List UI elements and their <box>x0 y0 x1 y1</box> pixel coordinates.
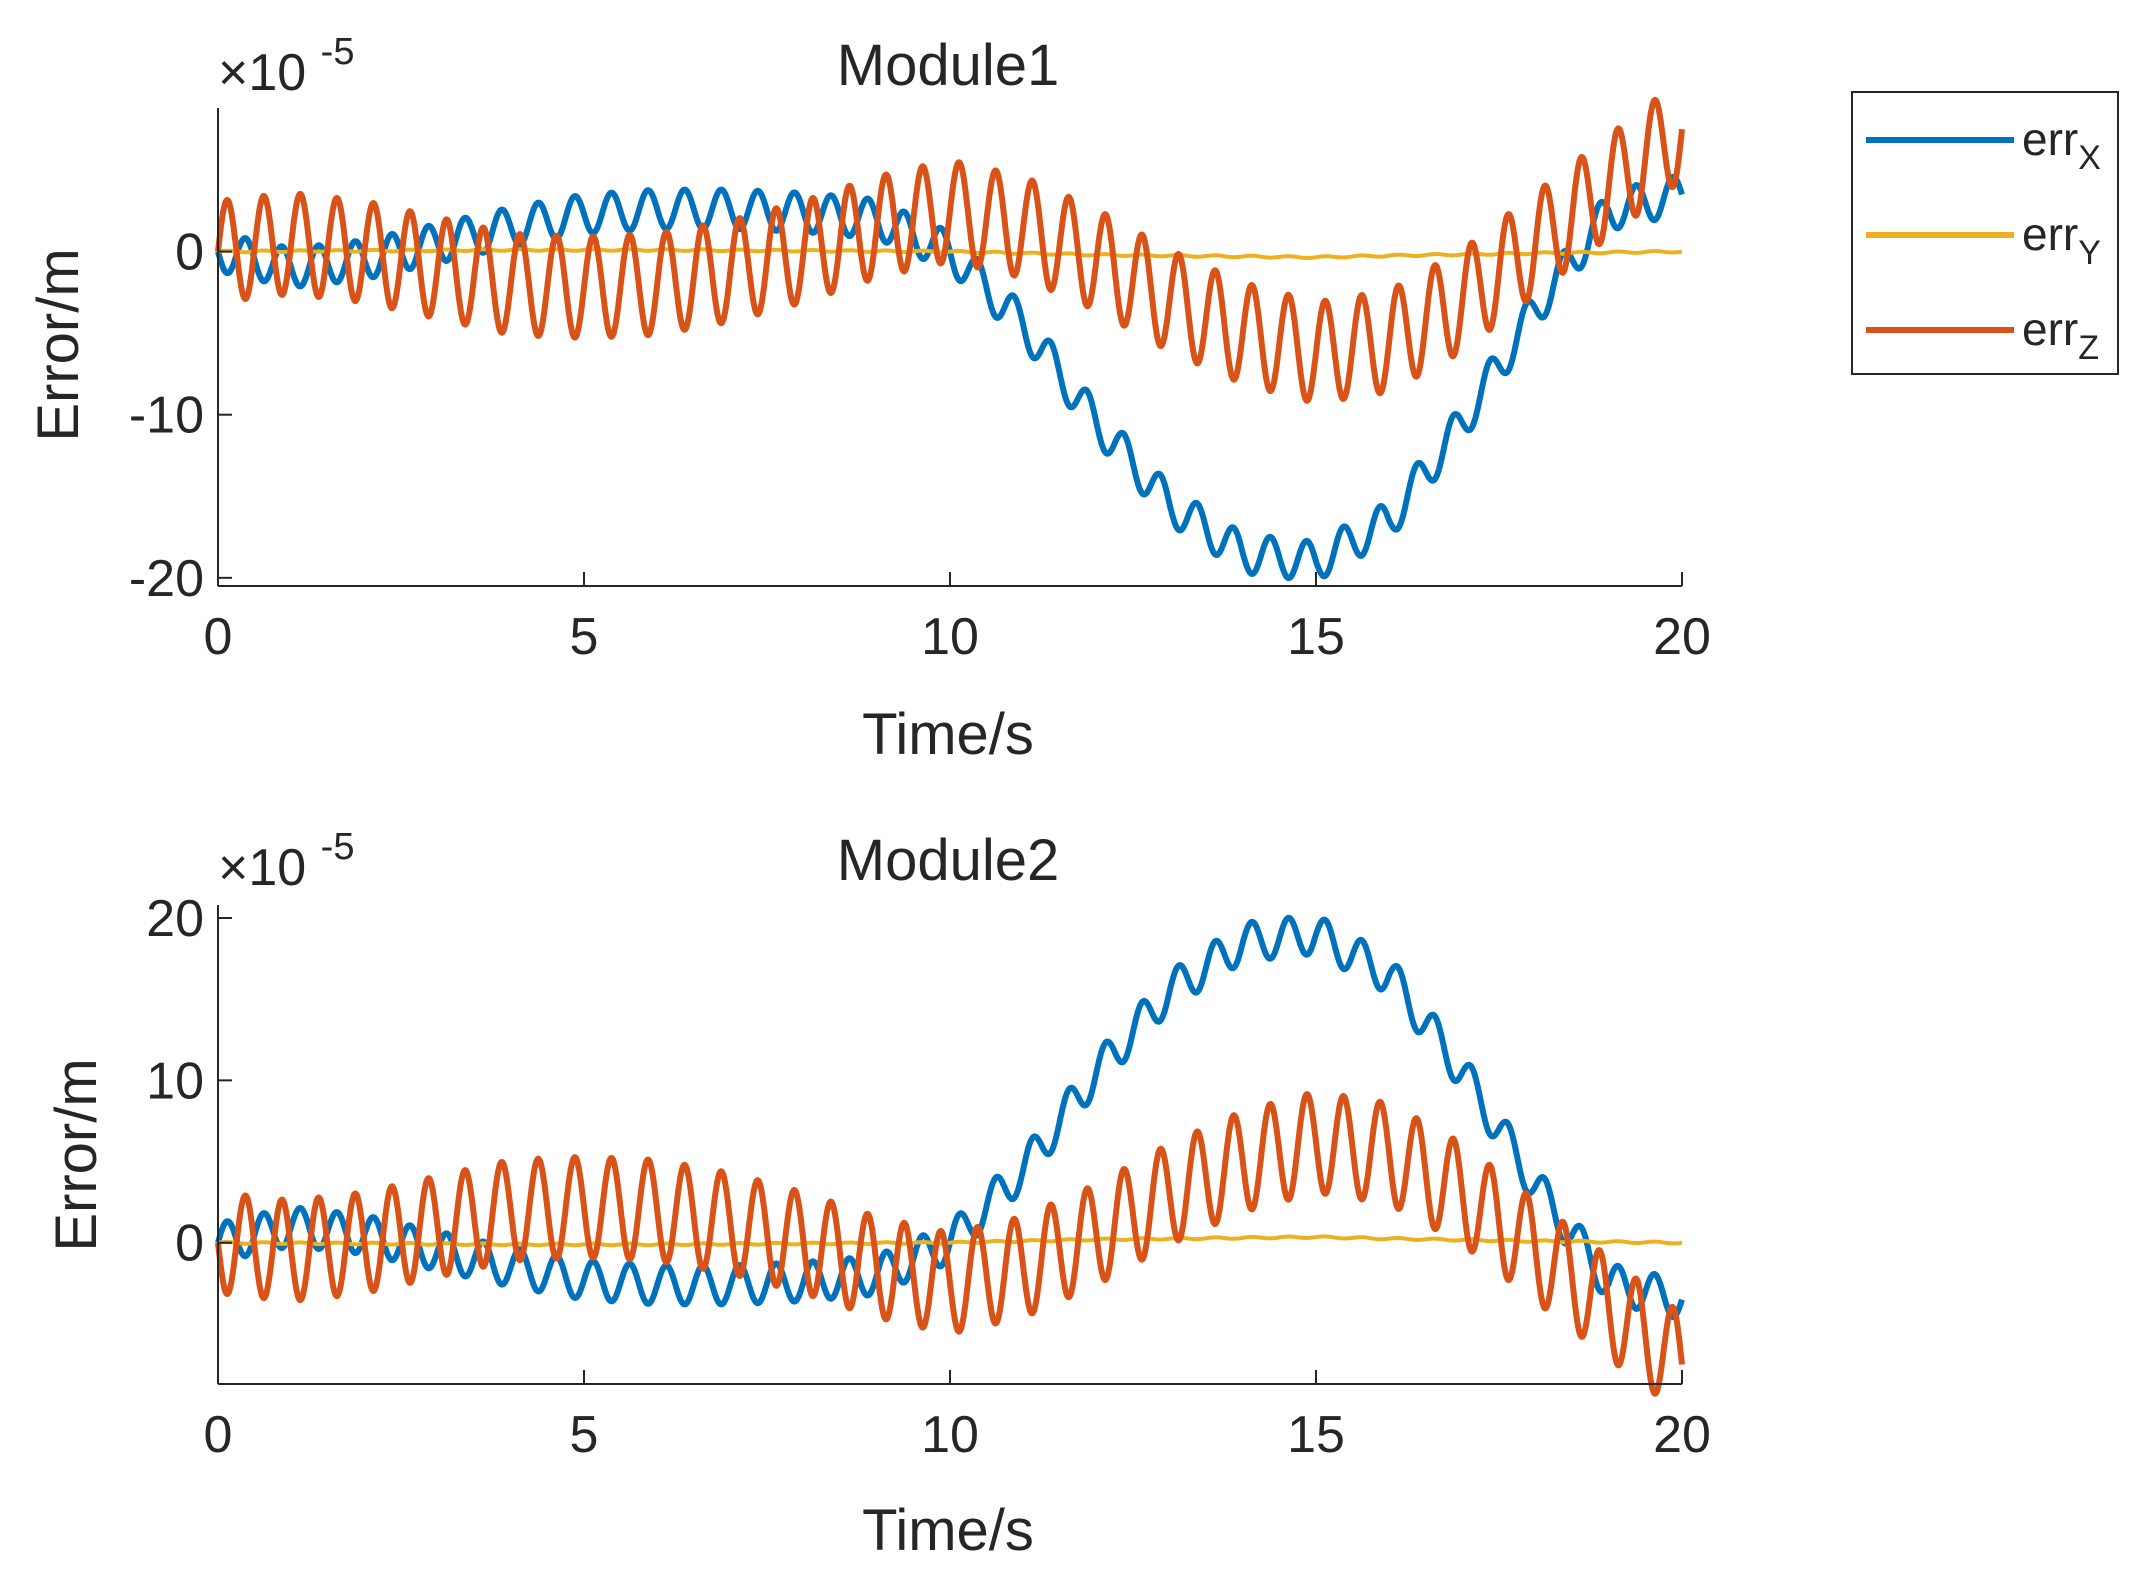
y-exponent-label: ×10 -5 <box>218 31 354 102</box>
chart-module2: 0 5 10 15 20 0 10 20 Module2 Time/s Error/m ×10… <box>44 826 1711 1563</box>
y-exponent-base: ×10 <box>218 44 306 102</box>
series-line-erry <box>216 247 1684 260</box>
plot-area <box>215 914 1685 1397</box>
y-exponent-base: ×10 <box>218 839 306 897</box>
x-axis-label: Time/s <box>862 702 1034 767</box>
legend: errX errY errZ <box>1851 91 2119 375</box>
y-tick-label: 20 <box>146 890 204 948</box>
x-tick-label: 0 <box>204 608 233 666</box>
axes: 0 5 10 15 20 0 10 20 <box>146 890 1711 1464</box>
x-tick-label: 5 <box>570 608 599 666</box>
y-axis-label: Error/m <box>26 248 91 441</box>
chart-title: Module2 <box>837 828 1059 893</box>
y-tick-label: -10 <box>129 387 204 445</box>
series-line-errz <box>215 96 1685 404</box>
legend-label-errx: errX <box>2022 113 2101 177</box>
series-line-errz <box>215 1091 1685 1397</box>
series-line-erry <box>216 1234 1684 1248</box>
x-tick-label: 0 <box>204 1406 233 1464</box>
chart-title: Module1 <box>837 33 1059 98</box>
y-axis-label: Error/m <box>44 1058 109 1251</box>
x-tick-label: 10 <box>921 608 979 666</box>
legend-label-errz: errZ <box>2022 303 2099 367</box>
legend-label-erry: errY <box>2022 208 2101 272</box>
x-tick-label: 10 <box>921 1406 979 1464</box>
plot-area <box>215 96 1685 581</box>
y-tick-label: 10 <box>146 1052 204 1110</box>
x-tick-label: 5 <box>570 1406 599 1464</box>
x-axis-label: Time/s <box>862 1498 1034 1563</box>
x-tick-label: 20 <box>1653 1406 1711 1464</box>
y-tick-label: -20 <box>129 550 204 608</box>
x-tick-label: 15 <box>1287 1406 1345 1464</box>
axes: 0 5 10 15 20 -20 -10 0 <box>129 108 1711 666</box>
y-exponent-power: -5 <box>321 826 355 868</box>
x-tick-label: 15 <box>1287 608 1345 666</box>
y-tick-label: 0 <box>175 224 204 282</box>
y-exponent-label: ×10 -5 <box>218 826 354 897</box>
y-exponent-power: -5 <box>321 31 355 73</box>
y-tick-label: 0 <box>175 1215 204 1273</box>
legend-entry-erry: errY <box>1866 208 2101 272</box>
x-tick-label: 20 <box>1653 608 1711 666</box>
legend-entry-errx: errX <box>1866 113 2101 177</box>
legend-entry-errz: errZ <box>1866 303 2099 367</box>
chart-module1: 0 5 10 15 20 -20 -10 0 Module1 Time/s Error/m ×… <box>26 31 1711 767</box>
